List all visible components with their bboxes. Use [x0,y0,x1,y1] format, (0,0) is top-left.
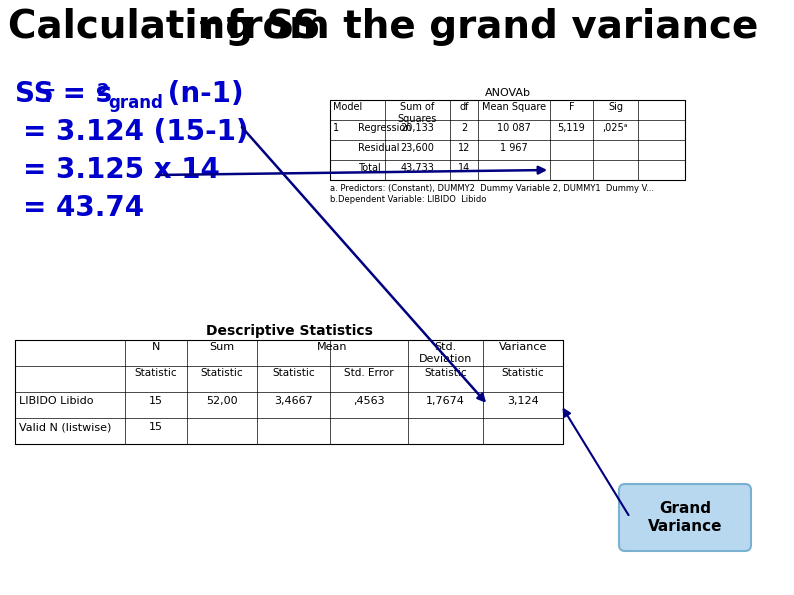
Text: grand: grand [108,94,163,112]
Text: ,025ᵃ: ,025ᵃ [603,123,628,133]
Text: = 43.74: = 43.74 [23,194,145,222]
Bar [330,100,685,180]
Text: 12: 12 [458,143,470,153]
Text: T: T [200,20,217,44]
Text: Total: Total [358,163,381,173]
Text: (n-1): (n-1) [158,80,244,108]
Text: Variance: Variance [499,342,547,352]
Text: 1: 1 [333,123,339,133]
Text: 15: 15 [149,422,163,432]
Text: = 3.124 (15-1): = 3.124 (15-1) [23,118,249,146]
Text: 14: 14 [458,163,470,173]
FancyBboxPatch shape [619,484,751,551]
Text: = 3.125 x 14: = 3.125 x 14 [23,156,220,184]
Text: Descriptive Statistics: Descriptive Statistics [206,324,372,338]
Text: Statistic: Statistic [272,368,314,378]
Text: Statistic: Statistic [502,368,545,378]
Text: Model: Model [333,102,362,112]
Text: Mean Square: Mean Square [482,102,546,112]
Text: from the grand variance: from the grand variance [213,8,758,46]
Text: Calculating SS: Calculating SS [8,8,321,46]
Text: Sum of
Squares: Sum of Squares [398,102,437,124]
Text: 3,4667: 3,4667 [274,396,313,406]
Text: Valid N (listwise): Valid N (listwise) [19,422,111,432]
Text: a. Predictors: (Constant), DUMMY2  Dummy Variable 2, DUMMY1  Dummy V...: a. Predictors: (Constant), DUMMY2 Dummy … [330,184,654,193]
Text: 3,124: 3,124 [507,396,539,406]
Text: 20,133: 20,133 [400,123,434,133]
Bar [15,340,563,444]
Text: Statistic: Statistic [201,368,243,378]
Text: 43,733: 43,733 [400,163,434,173]
Text: N: N [152,342,160,352]
Text: SS: SS [15,80,54,108]
Text: 2: 2 [97,82,110,100]
Text: F: F [569,102,574,112]
Text: Residual: Residual [358,143,399,153]
Text: 5,119: 5,119 [557,123,585,133]
Text: 1,7674: 1,7674 [426,396,465,406]
Text: ANOVAb: ANOVAb [484,88,530,98]
Text: 52,00: 52,00 [206,396,238,406]
Text: 15: 15 [149,396,163,406]
Text: 1 967: 1 967 [500,143,528,153]
Text: Std.
Deviation: Std. Deviation [418,342,472,364]
Text: Mean: Mean [318,342,348,352]
Text: Grand
Variance: Grand Variance [648,502,723,534]
Text: Sig: Sig [608,102,623,112]
Text: 23,600: 23,600 [400,143,434,153]
Text: 10 087: 10 087 [497,123,531,133]
Text: df: df [459,102,468,112]
Text: b.Dependent Variable: LIBIDO  Libido: b.Dependent Variable: LIBIDO Libido [330,195,487,204]
Text: T: T [42,88,54,106]
Text: LIBIDO Libido: LIBIDO Libido [19,396,94,406]
Text: Regression: Regression [358,123,411,133]
Text: ,4563: ,4563 [353,396,385,406]
Text: Std. Error: Std. Error [344,368,394,378]
Text: Statistic: Statistic [424,368,467,378]
Text: = s: = s [53,80,112,108]
Text: Statistic: Statistic [135,368,177,378]
Text: 2: 2 [461,123,467,133]
Text: Sum: Sum [210,342,234,352]
